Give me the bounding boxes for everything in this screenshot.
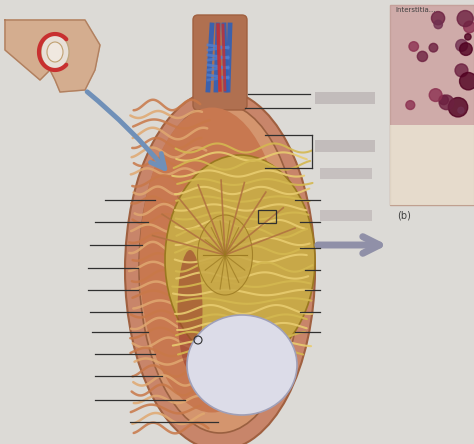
Circle shape	[455, 64, 468, 77]
Ellipse shape	[165, 155, 315, 365]
Circle shape	[406, 101, 415, 110]
Circle shape	[417, 51, 428, 62]
Bar	[390, 5, 474, 205]
Ellipse shape	[198, 215, 253, 295]
Bar	[258, 210, 276, 223]
FancyBboxPatch shape	[193, 15, 247, 110]
Circle shape	[434, 20, 442, 29]
Circle shape	[431, 12, 445, 25]
Ellipse shape	[125, 90, 315, 444]
Ellipse shape	[41, 35, 69, 70]
Circle shape	[460, 43, 472, 56]
Bar	[390, 5, 474, 125]
Circle shape	[458, 107, 464, 113]
Circle shape	[448, 98, 468, 117]
Circle shape	[439, 95, 448, 105]
Circle shape	[439, 95, 454, 110]
Bar	[320, 168, 372, 179]
Bar	[315, 92, 375, 104]
Polygon shape	[5, 20, 100, 92]
Circle shape	[465, 34, 471, 40]
Bar	[320, 210, 372, 221]
Text: Interstitia...: Interstitia...	[395, 7, 436, 13]
Bar	[315, 140, 375, 152]
Circle shape	[409, 42, 419, 51]
Ellipse shape	[139, 103, 301, 433]
Circle shape	[429, 44, 438, 52]
Ellipse shape	[47, 42, 63, 62]
Bar	[390, 125, 474, 205]
Circle shape	[429, 89, 442, 102]
Circle shape	[464, 21, 474, 33]
Ellipse shape	[187, 315, 297, 415]
Circle shape	[457, 11, 473, 27]
Text: (b): (b)	[397, 210, 411, 220]
Circle shape	[460, 72, 474, 90]
Circle shape	[456, 40, 467, 52]
Ellipse shape	[139, 107, 284, 412]
Ellipse shape	[177, 250, 202, 370]
